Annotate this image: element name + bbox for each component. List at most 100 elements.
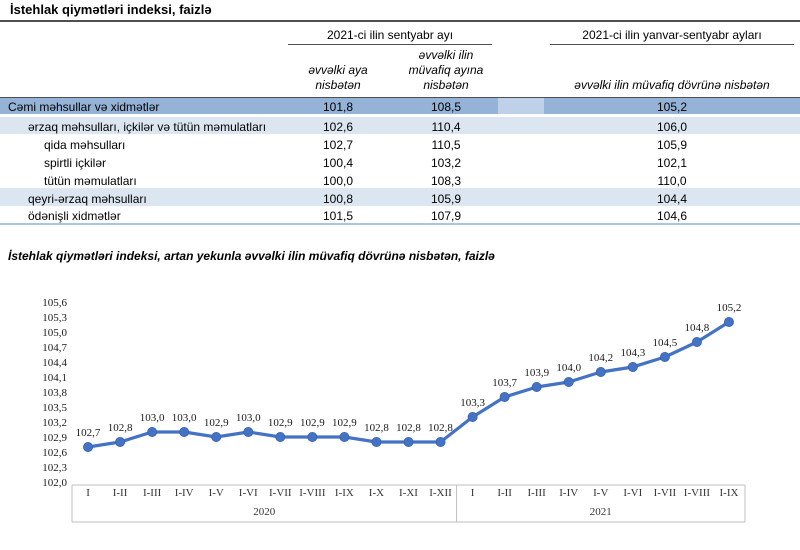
row-value: 103,2 [430,155,462,170]
data-label: 105,2 [717,302,742,314]
data-point [499,392,510,403]
y-tick-label: 102,3 [42,462,67,474]
column-group-september-label: 2021-ci ilin sentyabr ayı [288,24,493,45]
x-year-label: 2020 [253,506,276,518]
data-label: 102,8 [396,422,421,434]
row-value: 101,8 [282,97,394,117]
data-point [211,431,222,442]
x-category-label: I-IV [559,487,578,499]
x-category-label: I-III [528,487,547,499]
y-axis-ticks: 102,0 102,3 102,6 102,9 103,2 103,5 103,8 104,1… [42,297,67,489]
spacer-cell [498,134,544,152]
table-row: Cəmi məhsullar və xidmətlər 101,8 108,5 105… [0,97,800,117]
x-category-label: I-XII [429,487,452,499]
data-point [595,367,606,378]
y-tick-label: 105,0 [42,327,67,339]
spacer-cell [498,205,545,225]
row-label: tütün məmulatları [44,173,137,188]
data-label: 102,9 [204,417,229,429]
row-value: 105,2 [544,97,800,117]
table-row: qeyri-ərzaq məhsulları 100,8 105,9 104,4 [0,187,800,206]
row-label: qeyri-ərzaq məhsulları [28,191,147,206]
row-value: 108,5 [394,97,499,117]
data-point [659,352,670,363]
table-row: ödənişli xidmətlər 101,5 107,9 104,6 [0,205,800,225]
x-category-label: I-IX [720,487,739,499]
row-value: 100,0 [322,173,354,188]
cpi-line-chart: 102,0 102,3 102,6 102,9 103,2 103,5 103,8 104,1… [42,297,746,523]
data-point [339,431,350,442]
x-category-label: I-X [369,487,384,499]
row-value: 106,0 [657,119,688,134]
y-tick-label: 105,6 [42,297,67,309]
table-row: spirtli içkilər 100,4 103,2 102,1 [0,152,800,170]
spacer-cell [498,21,544,45]
row-value: 105,9 [657,137,688,152]
column-subheader-row: əvvəlki aya nisbətən əvvəlki ilin müvafi… [0,45,800,98]
y-tick-label: 102,0 [42,477,67,489]
row-value: 100,4 [322,155,354,170]
row-value: 102,7 [322,137,354,152]
data-label: 104,0 [556,362,581,374]
data-points [83,317,734,452]
chart-title: İstehlak qiymətləri indeksi, artan yekun… [8,249,495,263]
y-tick-label: 103,5 [42,402,67,414]
data-label: 102,9 [332,417,357,429]
x-axis-box [71,484,746,523]
data-point [371,436,382,447]
x-category-label: I-VIII [299,487,326,499]
cpi-table: 2021-ci ilin sentyabr ayı 2021-ci ilin y… [0,20,800,225]
data-point [435,436,446,447]
data-label: 104,8 [685,322,710,334]
table-body: Cəmi məhsullar və xidmətlər 101,8 108,5 105… [0,97,800,225]
row-value: 102,1 [657,155,688,170]
table-header: 2021-ci ilin sentyabr ayı 2021-ci ilin y… [0,21,800,98]
row-value: 105,9 [430,191,462,206]
row-value: 104,6 [544,205,800,225]
x-category-label: I-VIII [684,487,711,499]
empty-cell [0,45,282,98]
data-point [147,426,158,437]
data-label: 102,9 [268,417,293,429]
x-category-label: I-XI [399,487,418,499]
data-label: 102,8 [364,422,389,434]
x-year-label: 2021 [590,506,612,518]
row-value: 104,4 [657,191,688,206]
row-value: 110,4 [431,119,461,134]
row-value: 102,6 [322,119,354,134]
empty-cell [0,21,282,45]
data-label: 102,9 [300,417,325,429]
data-label: 102,7 [76,427,101,439]
column-header-prev-month: əvvəlki aya nisbətən [282,45,394,98]
data-label: 104,3 [620,347,645,359]
spacer-cell [498,152,544,170]
row-label: qida məhsulları [44,137,126,152]
y-tick-label: 104,4 [42,357,67,369]
data-point [83,441,94,452]
data-point [627,362,638,373]
y-tick-label: 104,1 [42,372,67,384]
row-value: 108,3 [430,173,462,188]
row-value: 107,9 [394,205,499,225]
row-label: Cəmi məhsullar və xidmətlər [0,97,282,117]
column-header-prev-year-month: əvvəlki ilin müvafiq ayına nisbətən [394,45,499,98]
data-label: 103,0 [140,412,165,424]
x-axis-labels: I I-II I-III I-IV I-V I-VI I-VII I-VIII I-IX I-X I… [86,487,738,518]
x-category-label: I-V [593,487,608,499]
y-tick-label: 103,2 [42,417,67,429]
x-category-label: I [471,487,475,499]
data-point [467,412,478,423]
data-point [563,377,574,388]
data-label: 103,9 [524,367,549,379]
data-point [531,382,542,393]
y-tick-label: 104,7 [42,342,67,354]
spacer-cell [498,188,544,206]
row-label: ödənişli xidmətlər [0,205,282,225]
column-group-jan-sep-label: 2021-ci ilin yanvar-sentyabr ayları [550,24,795,45]
row-value: 110,0 [657,173,687,188]
data-label: 104,2 [588,352,613,364]
data-point [723,317,734,328]
x-category-label: I-II [113,487,128,499]
x-category-label: I-VI [239,487,258,499]
